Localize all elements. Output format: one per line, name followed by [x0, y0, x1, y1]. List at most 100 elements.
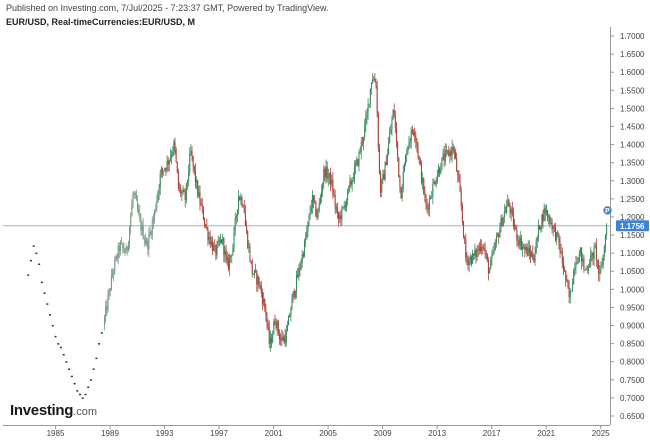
candle-body [239, 196, 241, 201]
candle-body [392, 110, 394, 120]
candle-body [540, 226, 542, 230]
candle-body [544, 208, 546, 214]
candle-body [118, 245, 120, 252]
candle-body [121, 242, 123, 244]
candle-body [245, 225, 248, 232]
candle-body [352, 179, 354, 181]
early-price-dot [62, 353, 65, 356]
x-tick-label: 2021 [537, 429, 555, 438]
candle-body [485, 253, 487, 256]
candle-body [414, 132, 416, 136]
candle-body [319, 197, 321, 203]
candle-body [584, 269, 586, 271]
candle-body [353, 166, 356, 180]
symbol-title[interactable]: EUR/USD, Real-timeCurrencies:EUR/USD, M [6, 17, 196, 27]
candle-body [559, 242, 561, 253]
candle-body [225, 250, 227, 257]
y-tick-label: 1.2000 [620, 213, 645, 222]
early-price-dot [81, 397, 84, 399]
candle-body [141, 225, 143, 231]
candle-body [401, 188, 403, 199]
x-tick-label: 1985 [47, 429, 65, 438]
candle-body [156, 200, 158, 210]
candle-body [186, 180, 189, 184]
y-tick-label: 1.5500 [620, 86, 645, 95]
candle-body [502, 217, 504, 226]
candle-body [510, 208, 512, 214]
investing-logo[interactable]: Investing.com [10, 402, 97, 420]
candle-body [386, 154, 388, 166]
candle-body [586, 268, 588, 270]
candle-body [466, 257, 468, 261]
candle-body [267, 323, 269, 328]
candle-body [536, 237, 538, 241]
candle-body [206, 225, 208, 229]
candle-body [213, 245, 215, 251]
candle-body [472, 253, 474, 264]
candle-body [152, 219, 154, 222]
x-tick-label: 2025 [592, 429, 610, 438]
candle-body [405, 155, 407, 165]
candle-body [428, 198, 430, 210]
candle-body [458, 175, 460, 182]
candle-body [569, 290, 571, 298]
early-price-dot [27, 274, 30, 276]
candle-body [550, 222, 552, 224]
early-price-dot [92, 368, 95, 370]
candle-body [452, 147, 454, 151]
y-tick-label: 1.5000 [620, 104, 645, 113]
early-price-dot [38, 263, 41, 265]
candle-body [486, 255, 488, 261]
candle-body [533, 258, 535, 262]
candle-body [381, 179, 383, 193]
y-tick-label: 1.0500 [620, 267, 645, 276]
candle-body [155, 209, 157, 211]
candle-body [495, 236, 497, 243]
candle-body [288, 316, 290, 326]
candle-body [104, 317, 106, 326]
early-price-dot [46, 303, 49, 305]
candle-body [402, 171, 404, 189]
y-tick-label: 1.6500 [620, 50, 645, 59]
y-tick-label: 1.6000 [620, 68, 645, 77]
candle-body [412, 132, 415, 134]
candle-body [529, 252, 532, 257]
candle-body [593, 246, 595, 260]
candle-body [351, 180, 353, 185]
candle-body [500, 218, 502, 230]
candle-body [221, 239, 223, 243]
candle-body [552, 225, 554, 230]
candle-body [477, 249, 479, 251]
candle-body [231, 255, 233, 257]
candle-body [283, 336, 285, 341]
early-price-dot [51, 325, 54, 327]
candle-body [153, 210, 156, 220]
candle-body [268, 327, 270, 345]
candle-body [532, 252, 534, 259]
candle-body [546, 210, 549, 218]
candle-body [564, 270, 566, 271]
candle-body [444, 150, 446, 161]
candle-body [125, 247, 127, 253]
candle-body [171, 154, 173, 157]
candle-body [476, 249, 478, 257]
candle-body [266, 315, 268, 324]
candle-body [167, 160, 169, 165]
candle-body [570, 290, 572, 292]
candle-body [595, 245, 597, 261]
candle-body [138, 209, 140, 213]
x-tick-label: 2009 [374, 429, 392, 438]
candle-body [427, 207, 429, 210]
candle-body [227, 260, 229, 269]
candle-body [232, 247, 234, 256]
candle-body [415, 135, 417, 141]
y-tick-label: 1.1000 [620, 249, 645, 258]
y-tick-label: 1.4500 [620, 122, 645, 131]
candle-body [566, 280, 568, 282]
candle-body [234, 218, 236, 230]
candle-body [230, 255, 232, 258]
early-price-dot [100, 332, 103, 334]
candle-body [301, 254, 303, 264]
y-tick-label: 1.3500 [620, 159, 645, 168]
